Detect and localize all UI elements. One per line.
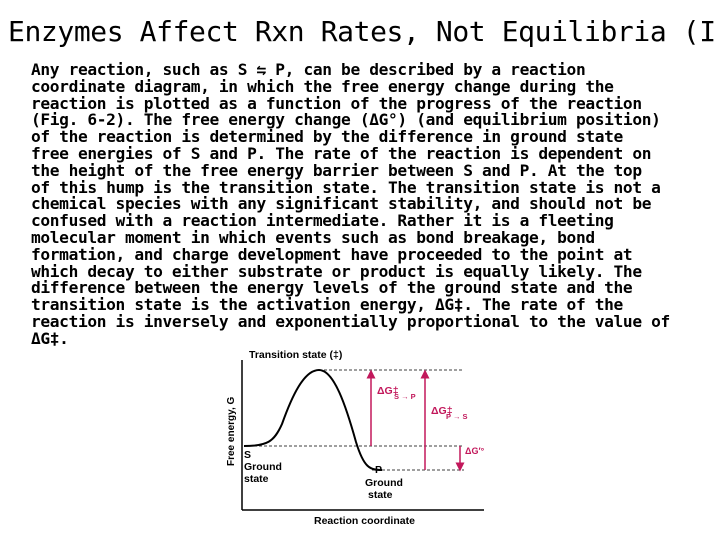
substrate-ground-state-label: state: [244, 473, 269, 485]
body-line: confused with a reaction intermediate. R…: [31, 211, 614, 231]
product-label: P: [375, 464, 382, 476]
body-line: chemical species with any significant st…: [31, 194, 652, 214]
body-line: transition state is the activation energ…: [31, 295, 623, 315]
body-line: molecular moment in which events such as…: [31, 227, 595, 247]
body-line: of the reaction is determined by the dif…: [31, 127, 623, 147]
y-axis-label: Free energy, G: [226, 396, 237, 466]
dg-s-to-p-label: ΔG‡: [377, 385, 399, 397]
body-line: Any reaction, such as S ⇋ P, can be desc…: [31, 60, 586, 79]
dg-s-to-p-subscript: S → P: [394, 392, 416, 401]
body-paragraph: Any reaction, such as S ⇋ P, can be desc…: [31, 60, 701, 348]
body-line: (Fig. 6-2). The free energy change (ΔG°)…: [31, 110, 661, 130]
x-axis-label: Reaction coordinate: [314, 515, 415, 527]
body-line: formation, and charge development have p…: [31, 244, 633, 264]
body-line: which decay to either substrate or produ…: [31, 261, 642, 281]
substrate-ground-state-label: Ground: [244, 461, 282, 473]
product-ground-state-label: Ground: [365, 477, 403, 489]
body-line: free energies of S and P. The rate of th…: [31, 143, 652, 163]
energy-curve: [243, 368, 383, 471]
body-line: of this hump is the transition state. Th…: [31, 177, 661, 197]
dg-p-to-s-label: ΔG‡: [431, 405, 453, 417]
slide-title: Enzymes Affect Rxn Rates, Not Equilibria…: [8, 15, 720, 48]
product-ground-state-label: state: [368, 489, 393, 501]
reaction-coordinate-diagram: Transition state (‡) Free energy, G Reac…: [222, 346, 502, 530]
body-line: ΔG‡.: [31, 328, 69, 348]
diagram-svg: Transition state (‡) Free energy, G Reac…: [226, 349, 485, 527]
body-line: coordinate diagram, in which the free en…: [31, 76, 614, 96]
dg-p-to-s-subscript: P → S: [446, 412, 468, 421]
body-line: difference between the energy levels of …: [31, 278, 633, 298]
body-line: the height of the free energy barrier be…: [31, 160, 642, 180]
transition-state-label: Transition state (‡): [249, 349, 342, 361]
body-line: reaction is inversely and exponentially …: [31, 311, 670, 331]
body-line: reaction is plotted as a function of the…: [31, 93, 642, 113]
dg-standard-label: ΔG′°: [465, 446, 485, 456]
substrate-label: S: [244, 449, 251, 461]
